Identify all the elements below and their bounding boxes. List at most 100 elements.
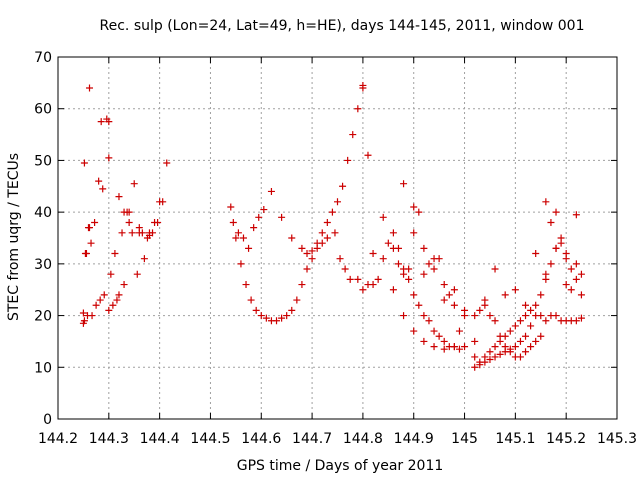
y-axis-label: STEC from uqrg / TECUs <box>6 153 22 321</box>
data-point <box>239 234 247 242</box>
data-point <box>349 131 357 139</box>
data-point <box>97 118 105 126</box>
data-point <box>298 244 306 252</box>
data-point <box>522 301 530 309</box>
data-point <box>450 343 458 351</box>
data-point <box>255 213 263 221</box>
data-point <box>547 218 555 226</box>
data-point <box>384 239 392 247</box>
data-point <box>496 332 504 340</box>
data-point <box>491 317 499 325</box>
data-point <box>105 118 113 126</box>
x-tick-label: 145 <box>451 431 478 447</box>
data-point <box>552 244 560 252</box>
data-point <box>481 358 489 366</box>
data-point <box>99 185 107 193</box>
data-point <box>455 327 463 335</box>
data-point <box>125 218 133 226</box>
data-point <box>354 275 362 283</box>
data-point <box>308 247 316 255</box>
data-point <box>410 229 418 237</box>
data-point <box>527 322 535 330</box>
data-point <box>293 296 301 304</box>
data-point <box>532 301 540 309</box>
data-point <box>567 265 575 273</box>
data-point <box>410 291 418 299</box>
data-point <box>369 281 377 289</box>
data-point <box>542 317 550 325</box>
data-point <box>400 270 408 278</box>
axis-ticks <box>57 56 618 420</box>
x-tick-label: 144.3 <box>89 431 129 447</box>
data-point <box>511 343 519 351</box>
data-point <box>374 275 382 283</box>
data-point <box>163 159 171 167</box>
data-point <box>344 156 352 164</box>
data-point <box>389 286 397 294</box>
data-point <box>105 154 113 162</box>
data-point <box>415 208 423 216</box>
data-point <box>415 301 423 309</box>
data-point <box>120 208 128 216</box>
data-point <box>557 239 565 247</box>
y-tick-label: 40 <box>34 205 52 221</box>
data-point <box>288 234 296 242</box>
data-point <box>339 182 347 190</box>
data-point <box>288 306 296 314</box>
data-point <box>547 260 555 268</box>
data-point <box>303 265 311 273</box>
data-point <box>379 213 387 221</box>
data-point <box>440 296 448 304</box>
data-point <box>537 312 545 320</box>
data-point <box>516 337 524 345</box>
data-point <box>501 291 509 299</box>
data-point <box>577 270 585 278</box>
data-point <box>486 312 494 320</box>
data-point <box>354 105 362 113</box>
data-point <box>542 270 550 278</box>
y-tick-label: 70 <box>34 50 52 66</box>
data-point <box>496 350 504 358</box>
data-point <box>420 312 428 320</box>
data-point <box>120 281 128 289</box>
data-point <box>562 281 570 289</box>
data-point <box>133 270 141 278</box>
data-point <box>572 317 580 325</box>
data-point <box>461 343 469 351</box>
data-point <box>111 250 119 258</box>
data-point <box>328 208 336 216</box>
data-point <box>278 314 286 322</box>
data-point <box>145 229 153 237</box>
data-point <box>491 343 499 351</box>
data-point <box>389 244 397 252</box>
data-point <box>430 343 438 351</box>
x-tick-label: 144.2 <box>38 431 78 447</box>
data-point <box>267 187 275 195</box>
data-point <box>359 286 367 294</box>
data-point <box>445 291 453 299</box>
data-point <box>450 286 458 294</box>
data-point <box>107 270 115 278</box>
data-point <box>405 275 413 283</box>
data-point <box>245 244 253 252</box>
data-point <box>461 312 469 320</box>
data-point <box>237 260 245 268</box>
data-point <box>359 81 367 89</box>
data-point <box>491 265 499 273</box>
data-point <box>140 255 148 263</box>
data-point <box>552 312 560 320</box>
data-point <box>334 198 341 206</box>
chart-title: Rec. sulp (Lon=24, Lat=49, h=HE), days 1… <box>100 18 585 34</box>
data-point <box>410 203 418 211</box>
data-point <box>96 296 104 304</box>
data-point <box>577 314 585 322</box>
y-tick-label: 30 <box>34 257 52 273</box>
x-tick-label: 144.5 <box>190 431 230 447</box>
x-tick-label: 145.2 <box>546 431 586 447</box>
data-point <box>486 348 494 356</box>
data-point <box>440 345 448 353</box>
data-point <box>537 332 545 340</box>
data-point <box>567 286 575 294</box>
data-point <box>440 281 448 289</box>
